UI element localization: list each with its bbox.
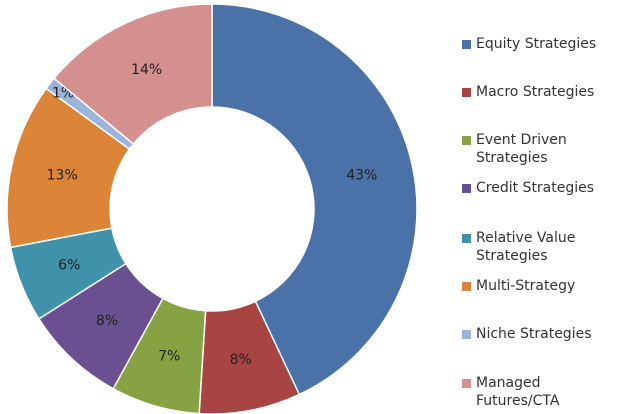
legend-label: Macro Strategies [476,84,595,100]
data-label: 6% [58,258,80,274]
slice [211,3,418,396]
legend-label: Multi-Strategy [476,278,576,294]
legend-label: Managed Futures/CTA [476,375,560,409]
legend-item: Credit Strategies [462,179,612,197]
donut: 43%8%7%8%6%13%1%14% [6,3,418,414]
data-label: 13% [47,168,78,184]
legend-swatch [462,379,471,388]
legend-item: Relative Value Strategies [462,229,612,265]
legend-item: Multi-Strategy [462,277,612,295]
slice [52,3,213,146]
legend-item: Niche Strategies [462,325,612,343]
legend-item: Managed Futures/CTA [462,374,612,410]
legend-swatch [462,88,471,97]
legend-item: Macro Strategies [462,83,612,101]
data-label: 14% [131,62,162,78]
legend-swatch [462,40,471,49]
legend-swatch [462,136,471,145]
legend-label: Event Driven Strategies [476,132,567,166]
data-label: 7% [158,348,180,364]
legend-item: Event Driven Strategies [462,131,612,167]
data-label: 43% [346,168,377,184]
legend-label: Credit Strategies [476,180,595,196]
legend-swatch [462,234,471,243]
legend-label: Relative Value Strategies [476,230,576,264]
legend-item: Equity Strategies [462,35,612,53]
legend-swatch [462,184,471,193]
legend-swatch [462,330,471,339]
legend-swatch [462,282,471,291]
slice [6,87,131,249]
data-label: 8% [96,313,118,329]
legend-label: Niche Strategies [476,326,592,342]
data-label: 8% [230,352,252,368]
legend-label: Equity Strategies [476,36,597,52]
